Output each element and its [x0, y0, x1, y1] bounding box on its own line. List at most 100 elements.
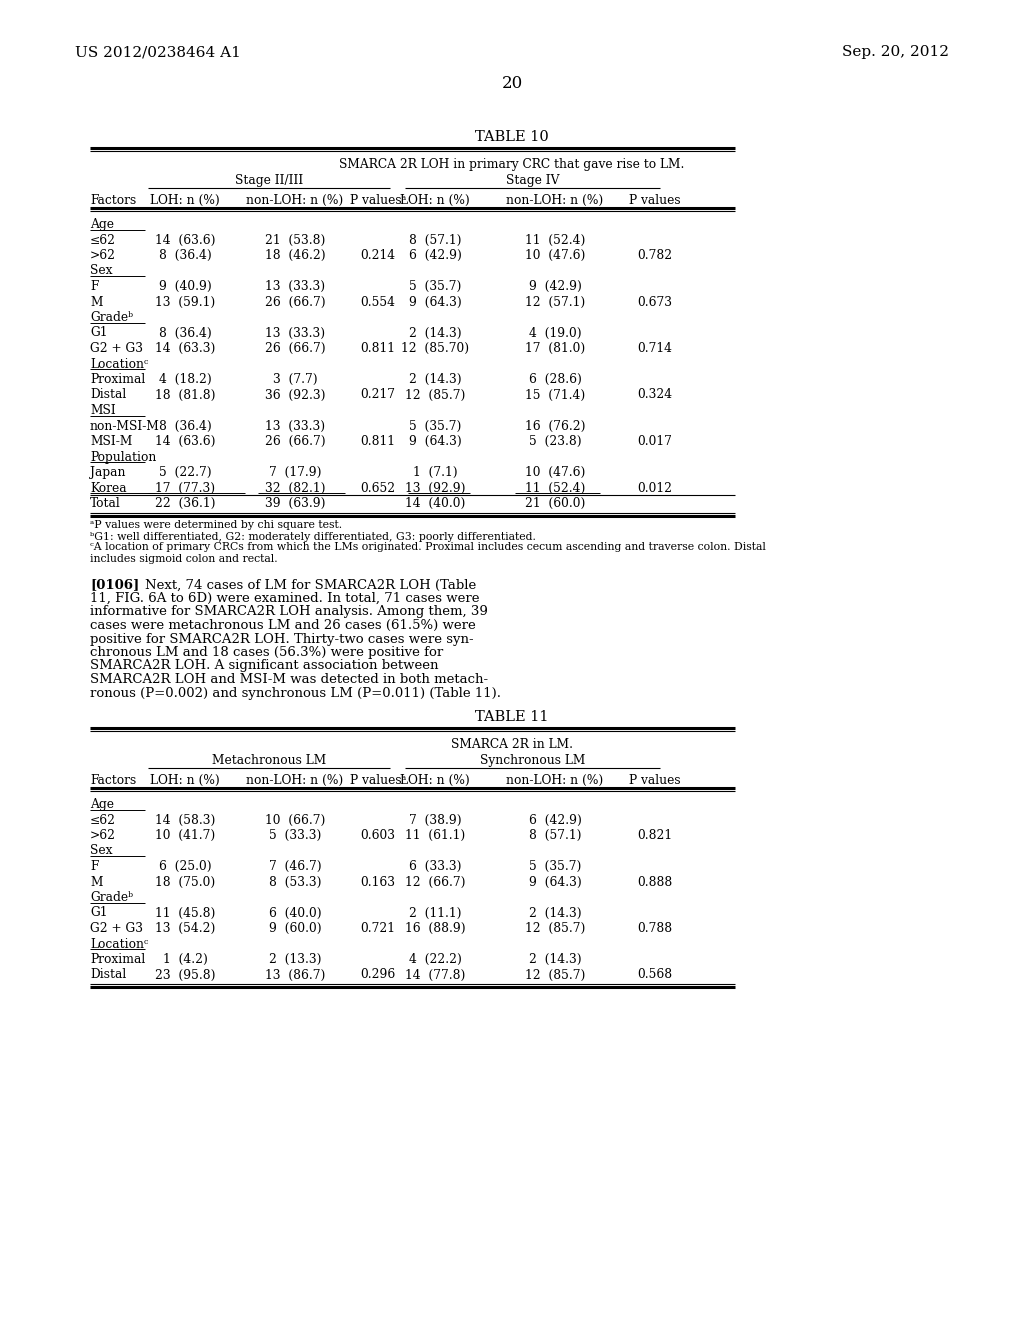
Text: 20: 20: [502, 75, 522, 92]
Text: 23  (95.8): 23 (95.8): [155, 969, 215, 982]
Text: Japan: Japan: [90, 466, 126, 479]
Text: 1  (4.2): 1 (4.2): [163, 953, 208, 966]
Text: US 2012/0238464 A1: US 2012/0238464 A1: [75, 45, 241, 59]
Text: 4  (22.2): 4 (22.2): [409, 953, 462, 966]
Text: 26  (66.7): 26 (66.7): [264, 436, 326, 447]
Text: >62: >62: [90, 249, 116, 261]
Text: F: F: [90, 861, 98, 873]
Text: 14  (63.3): 14 (63.3): [155, 342, 215, 355]
Text: 9  (42.9): 9 (42.9): [528, 280, 582, 293]
Text: 17  (77.3): 17 (77.3): [155, 482, 215, 495]
Text: 10  (41.7): 10 (41.7): [155, 829, 215, 842]
Text: SMARCA 2R LOH in primary CRC that gave rise to LM.: SMARCA 2R LOH in primary CRC that gave r…: [339, 158, 685, 172]
Text: 1  (7.1): 1 (7.1): [413, 466, 458, 479]
Text: 12  (85.7): 12 (85.7): [404, 388, 465, 401]
Text: Gradeᵇ: Gradeᵇ: [90, 312, 133, 323]
Text: 14  (63.6): 14 (63.6): [155, 234, 215, 247]
Text: 13  (59.1): 13 (59.1): [155, 296, 215, 309]
Text: 0.568: 0.568: [637, 969, 673, 982]
Text: 11  (52.4): 11 (52.4): [525, 234, 585, 247]
Text: ≤62: ≤62: [90, 234, 116, 247]
Text: 5  (22.7): 5 (22.7): [159, 466, 211, 479]
Text: 0.811: 0.811: [360, 342, 395, 355]
Text: Metachronous LM: Metachronous LM: [212, 754, 326, 767]
Text: Sex: Sex: [90, 845, 113, 858]
Text: 6  (28.6): 6 (28.6): [528, 374, 582, 385]
Text: Stage II/III: Stage II/III: [234, 174, 303, 187]
Text: LOH: n (%): LOH: n (%): [400, 194, 470, 207]
Text: 13  (33.3): 13 (33.3): [265, 280, 325, 293]
Text: 0.324: 0.324: [637, 388, 673, 401]
Text: 0.888: 0.888: [637, 875, 673, 888]
Text: 5  (23.8): 5 (23.8): [528, 436, 582, 447]
Text: 7  (17.9): 7 (17.9): [268, 466, 322, 479]
Text: M: M: [90, 875, 102, 888]
Text: 16  (76.2): 16 (76.2): [524, 420, 586, 433]
Text: non-MSI-M: non-MSI-M: [90, 420, 160, 433]
Text: Proximal: Proximal: [90, 374, 145, 385]
Text: 21  (60.0): 21 (60.0): [525, 498, 585, 510]
Text: 8  (36.4): 8 (36.4): [159, 326, 211, 339]
Text: 6  (42.9): 6 (42.9): [528, 813, 582, 826]
Text: 8  (36.4): 8 (36.4): [159, 420, 211, 433]
Text: 0.721: 0.721: [360, 921, 395, 935]
Text: 8  (36.4): 8 (36.4): [159, 249, 211, 261]
Text: G1: G1: [90, 907, 108, 920]
Text: [0106]: [0106]: [90, 578, 139, 591]
Text: 13  (86.7): 13 (86.7): [265, 969, 326, 982]
Text: 2  (14.3): 2 (14.3): [528, 953, 582, 966]
Text: G1: G1: [90, 326, 108, 339]
Text: G2 + G3: G2 + G3: [90, 921, 143, 935]
Text: 22  (36.1): 22 (36.1): [155, 498, 215, 510]
Text: 0.811: 0.811: [360, 436, 395, 447]
Text: 10  (47.6): 10 (47.6): [525, 466, 585, 479]
Text: 8  (57.1): 8 (57.1): [528, 829, 582, 842]
Text: 8  (57.1): 8 (57.1): [409, 234, 461, 247]
Text: 0.217: 0.217: [360, 388, 395, 401]
Text: P valuesᵃ: P valuesᵃ: [350, 774, 407, 787]
Text: ᵇG1: well differentiated, G2: moderately differentiated, G3: poorly differentiat: ᵇG1: well differentiated, G2: moderately…: [90, 532, 536, 541]
Text: non-LOH: n (%): non-LOH: n (%): [507, 194, 603, 207]
Text: SMARCA 2R in LM.: SMARCA 2R in LM.: [451, 738, 573, 751]
Text: 7  (46.7): 7 (46.7): [268, 861, 322, 873]
Text: ronous (P=0.002) and synchronous LM (P=0.011) (Table 11).: ronous (P=0.002) and synchronous LM (P=0…: [90, 686, 501, 700]
Text: 12  (66.7): 12 (66.7): [404, 875, 465, 888]
Text: 15  (71.4): 15 (71.4): [525, 388, 585, 401]
Text: TABLE 10: TABLE 10: [475, 129, 549, 144]
Text: MSI: MSI: [90, 404, 116, 417]
Text: 0.652: 0.652: [360, 482, 395, 495]
Text: 0.554: 0.554: [360, 296, 395, 309]
Text: Age: Age: [90, 799, 114, 810]
Text: SMARCA2R LOH. A significant association between: SMARCA2R LOH. A significant association …: [90, 660, 438, 672]
Text: 32  (82.1): 32 (82.1): [265, 482, 326, 495]
Text: 5  (35.7): 5 (35.7): [528, 861, 582, 873]
Text: 10  (47.6): 10 (47.6): [525, 249, 585, 261]
Text: Sex: Sex: [90, 264, 113, 277]
Text: 10  (66.7): 10 (66.7): [265, 813, 326, 826]
Text: 14  (63.6): 14 (63.6): [155, 436, 215, 447]
Text: Population: Population: [90, 450, 157, 463]
Text: chronous LM and 18 cases (56.3%) were positive for: chronous LM and 18 cases (56.3%) were po…: [90, 645, 443, 659]
Text: ᵃP values were determined by chi square test.: ᵃP values were determined by chi square …: [90, 520, 342, 531]
Text: 14  (40.0): 14 (40.0): [404, 498, 465, 510]
Text: 0.017: 0.017: [638, 436, 673, 447]
Text: non-LOH: n (%): non-LOH: n (%): [507, 774, 603, 787]
Text: 0.012: 0.012: [638, 482, 673, 495]
Text: 12  (85.7): 12 (85.7): [525, 969, 585, 982]
Text: Factors: Factors: [90, 194, 136, 207]
Text: 2  (14.3): 2 (14.3): [409, 326, 462, 339]
Text: Stage IV: Stage IV: [506, 174, 559, 187]
Text: 16  (88.9): 16 (88.9): [404, 921, 465, 935]
Text: 6  (25.0): 6 (25.0): [159, 861, 211, 873]
Text: 0.673: 0.673: [638, 296, 673, 309]
Text: non-LOH: n (%): non-LOH: n (%): [247, 774, 344, 787]
Text: 11, FIG. 6A to 6D) were examined. In total, 71 cases were: 11, FIG. 6A to 6D) were examined. In tot…: [90, 591, 479, 605]
Text: LOH: n (%): LOH: n (%): [151, 774, 220, 787]
Text: Distal: Distal: [90, 969, 126, 982]
Text: 26  (66.7): 26 (66.7): [264, 342, 326, 355]
Text: ᶜA location of primary CRCs from which the LMs originated. Proximal includes cec: ᶜA location of primary CRCs from which t…: [90, 543, 766, 553]
Text: 26  (66.7): 26 (66.7): [264, 296, 326, 309]
Text: 0.214: 0.214: [360, 249, 395, 261]
Text: Proximal: Proximal: [90, 953, 145, 966]
Text: 11  (61.1): 11 (61.1): [404, 829, 465, 842]
